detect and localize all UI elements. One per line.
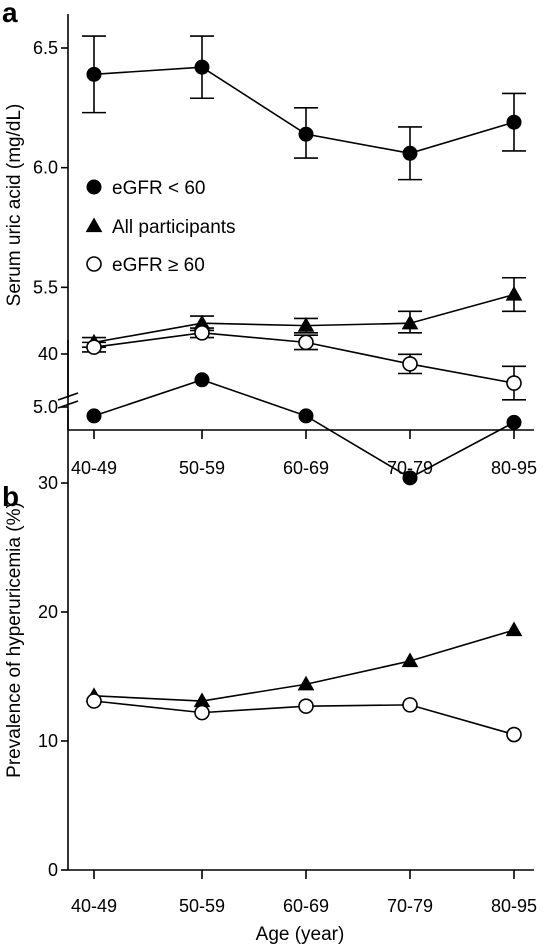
legend-label: eGFR ≥ 60 [112, 255, 205, 276]
data-point [401, 314, 419, 330]
data-point [401, 652, 419, 668]
legend-label: eGFR < 60 [112, 178, 205, 199]
y-tick-label: 0 [48, 860, 58, 880]
y-tick-label: 5.5 [33, 277, 58, 297]
x-tick-label: 40-49 [71, 896, 117, 916]
x-tick-label: 70-79 [387, 458, 433, 478]
x-tick-label: 60-69 [283, 896, 329, 916]
legend-marker [86, 256, 102, 272]
legend: eGFR < 60 All participants eGFR ≥ 60 [85, 178, 236, 276]
data-point [298, 126, 314, 142]
data-point [402, 697, 418, 713]
panel-a: a 40-49 50-59 60-69 70-79 80-95 5.0 5.5 6.0 6.5 Se… [2, 0, 537, 478]
legend-marker [86, 179, 102, 195]
data-point [194, 59, 210, 75]
data-point [194, 372, 210, 388]
data-point [506, 375, 522, 391]
legend-label: All participants [112, 217, 236, 238]
y-axis-title: Serum uric acid (mg/dL) [4, 104, 25, 307]
data-point [297, 675, 315, 691]
x-tick-label: 50-59 [179, 896, 225, 916]
series-0 [82, 35, 526, 181]
data-point [86, 693, 102, 709]
y-tick-label: 30 [38, 473, 58, 493]
x-tick-label: 40-49 [71, 458, 117, 478]
x-axis-title: Age (year) [256, 924, 345, 944]
y-tick-label: 10 [38, 731, 58, 751]
data-point [402, 145, 418, 161]
panel-label: b [2, 481, 19, 512]
panel-label: a [2, 0, 18, 28]
x-tick-label: 80-95 [491, 896, 537, 916]
x-tick-label: 70-79 [387, 896, 433, 916]
data-point [402, 356, 418, 372]
x-tick-label: 50-59 [179, 458, 225, 478]
data-point [194, 704, 210, 721]
y-tick-label: 40 [38, 344, 58, 364]
data-point [505, 286, 523, 301]
data-point [298, 408, 314, 424]
data-point [506, 726, 522, 743]
series-line [93, 629, 515, 702]
y-tick-label: 5.0 [33, 397, 58, 417]
data-point [402, 470, 418, 486]
y-tick-label: 6.0 [33, 158, 58, 178]
data-point [506, 414, 522, 430]
panel-b: b 40-49 50-59 60-69 70-79 80-95 0 10 20 30 40 Preva… [2, 340, 537, 944]
data-point [86, 408, 102, 424]
x-tick-label: 80-95 [491, 458, 537, 478]
data-point [86, 66, 102, 82]
y-axis-title: Prevalence of hyperuricemia (%) [4, 502, 25, 778]
data-point [505, 621, 523, 637]
series-0 [86, 372, 522, 486]
y-tick-label: 6.5 [33, 38, 58, 58]
x-tick-label: 60-69 [283, 458, 329, 478]
series-2 [82, 325, 526, 401]
data-point [298, 334, 314, 351]
data-point [86, 339, 102, 355]
legend-marker [85, 217, 103, 233]
data-point [194, 325, 210, 341]
data-point [298, 698, 314, 714]
series-2 [86, 693, 522, 743]
data-point [506, 114, 522, 130]
data-point [297, 317, 315, 332]
series-1 [82, 276, 526, 349]
y-tick-label: 20 [38, 602, 58, 622]
series-1 [85, 621, 523, 708]
